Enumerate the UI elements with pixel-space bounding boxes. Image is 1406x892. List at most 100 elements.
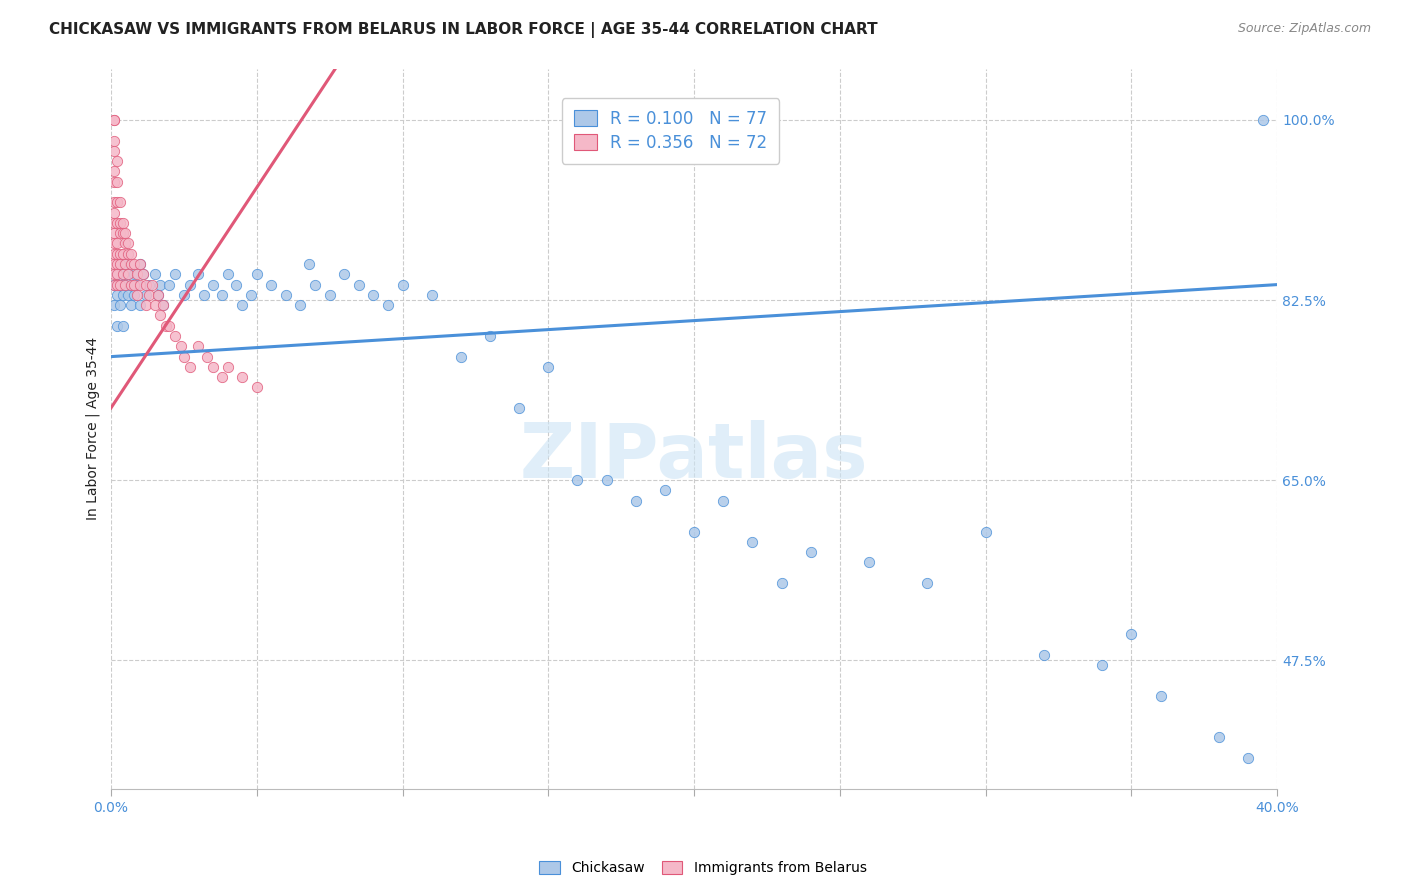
Point — [537, 359, 560, 374]
Point — [103, 112, 125, 127]
Point — [103, 216, 125, 230]
Point — [105, 268, 128, 282]
Text: Source: ZipAtlas.com: Source: ZipAtlas.com — [1237, 22, 1371, 36]
Point — [858, 555, 880, 569]
Point — [246, 268, 269, 282]
Point — [149, 309, 172, 323]
Point — [122, 288, 145, 302]
Legend: Chickasaw, Immigrants from Belarus: Chickasaw, Immigrants from Belarus — [534, 855, 872, 880]
Point — [108, 216, 131, 230]
Point — [103, 134, 125, 148]
Point — [152, 298, 174, 312]
Point — [1033, 648, 1056, 662]
Point — [318, 288, 340, 302]
Point — [347, 277, 370, 292]
Point — [138, 288, 160, 302]
Point — [260, 277, 283, 292]
Point — [103, 144, 125, 158]
Point — [595, 473, 617, 487]
Point — [117, 268, 139, 282]
Point — [567, 473, 589, 487]
Point — [129, 298, 152, 312]
Point — [129, 257, 152, 271]
Point — [179, 359, 201, 374]
Point — [711, 493, 734, 508]
Point — [152, 298, 174, 312]
Point — [179, 277, 201, 292]
Point — [770, 576, 793, 591]
Point — [1091, 658, 1114, 673]
Point — [103, 257, 125, 271]
Point — [135, 277, 157, 292]
Point — [111, 268, 134, 282]
Point — [111, 226, 134, 240]
Point — [1208, 731, 1230, 745]
Point — [111, 268, 134, 282]
Point — [127, 277, 149, 292]
Point — [146, 288, 169, 302]
Point — [129, 277, 152, 292]
Point — [239, 288, 262, 302]
Point — [508, 401, 530, 415]
Point — [800, 545, 823, 559]
Point — [143, 298, 166, 312]
Point — [298, 257, 321, 271]
Point — [1237, 751, 1260, 765]
Point — [108, 195, 131, 210]
Point — [103, 226, 125, 240]
Point — [135, 298, 157, 312]
Point — [114, 257, 136, 271]
Point — [683, 524, 706, 539]
Point — [120, 257, 142, 271]
Point — [333, 268, 356, 282]
Point — [132, 268, 155, 282]
Point — [187, 268, 209, 282]
Point — [187, 339, 209, 353]
Point — [741, 534, 763, 549]
Point — [246, 380, 269, 394]
Point — [146, 288, 169, 302]
Point — [103, 277, 125, 292]
Point — [165, 268, 187, 282]
Point — [108, 246, 131, 260]
Point — [108, 257, 131, 271]
Point — [149, 277, 172, 292]
Point — [114, 277, 136, 292]
Point — [114, 277, 136, 292]
Point — [103, 164, 125, 178]
Point — [135, 288, 157, 302]
Point — [231, 298, 253, 312]
Point — [111, 246, 134, 260]
Point — [391, 277, 413, 292]
Point — [173, 350, 195, 364]
Point — [217, 359, 239, 374]
Point — [117, 268, 139, 282]
Point — [193, 288, 215, 302]
Point — [478, 329, 501, 343]
Point — [122, 277, 145, 292]
Point — [304, 277, 326, 292]
Point — [114, 257, 136, 271]
Point — [274, 288, 297, 302]
Point — [195, 350, 218, 364]
Point — [917, 576, 939, 591]
Point — [105, 277, 128, 292]
Point — [127, 268, 149, 282]
Text: ZIPatlas: ZIPatlas — [520, 420, 869, 494]
Point — [120, 277, 142, 292]
Point — [1121, 627, 1143, 641]
Point — [105, 195, 128, 210]
Point — [120, 246, 142, 260]
Point — [117, 288, 139, 302]
Point — [108, 277, 131, 292]
Point — [211, 288, 233, 302]
Point — [155, 318, 177, 333]
Point — [450, 350, 472, 364]
Point — [103, 112, 125, 127]
Point — [103, 236, 125, 251]
Point — [231, 370, 253, 384]
Point — [217, 268, 239, 282]
Point — [114, 226, 136, 240]
Y-axis label: In Labor Force | Age 35-44: In Labor Force | Age 35-44 — [86, 337, 100, 520]
Point — [103, 205, 125, 219]
